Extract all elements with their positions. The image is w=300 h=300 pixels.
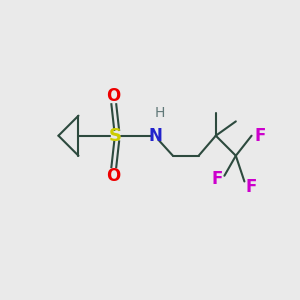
Text: F: F <box>254 127 266 145</box>
Text: F: F <box>212 169 223 188</box>
Text: O: O <box>106 167 120 185</box>
Text: N: N <box>149 127 163 145</box>
Text: S: S <box>109 127 122 145</box>
Text: F: F <box>246 178 257 196</box>
Text: O: O <box>106 87 120 105</box>
Text: H: H <box>155 106 165 120</box>
